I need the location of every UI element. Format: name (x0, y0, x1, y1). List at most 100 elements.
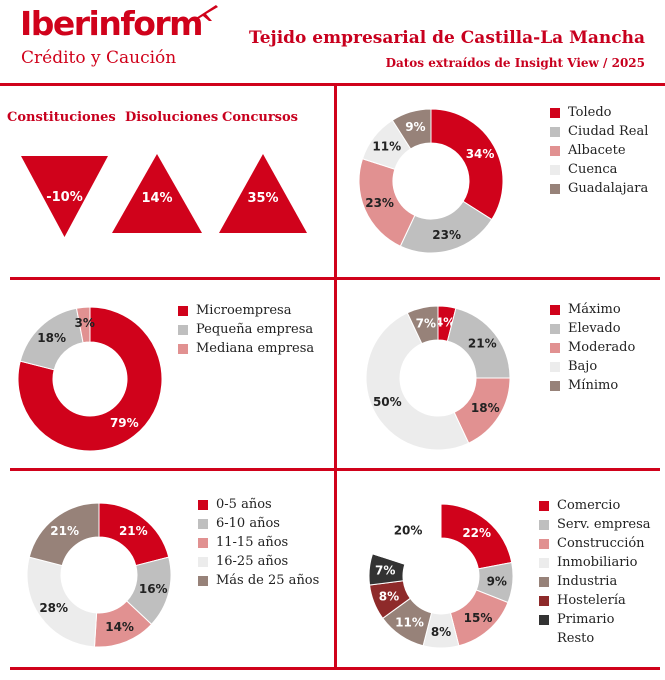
legend-swatch (550, 361, 560, 372)
legend-swatch (550, 107, 560, 118)
legend-swatch (539, 519, 549, 530)
report-header: Iberinform Crédito y Caución Tejido empr… (0, 0, 665, 80)
province-legend: Toledo Ciudad Real Albacete Cuenca Guadalaja… (550, 103, 648, 198)
report-title: Tejido empresarial de Castilla-La Mancha (249, 28, 645, 48)
legend-item: 6-10 años (198, 514, 319, 533)
slice-value-label: 23% (432, 228, 461, 242)
legend-label: 16-25 años (216, 554, 289, 569)
legend-swatch (550, 304, 560, 315)
province-panel: 34% 23% 23% 11% 9% Toledo Ciudad Real Albacete… (337, 86, 665, 277)
legend-label: 0-5 años (216, 497, 272, 512)
donut-slice-3 (75, 306, 91, 344)
slice-value-label: 15% (464, 611, 493, 625)
report-subtitle: Datos extraídos de Insight View / 2025 (385, 56, 645, 70)
indicator-label: Disoluciones (125, 110, 219, 125)
legend-label: Más de 25 años (216, 573, 320, 588)
legend-swatch (198, 537, 208, 548)
slice-value-label: 79% (110, 416, 139, 430)
age-donut: 21% 16% 14% 28% 21% (26, 502, 172, 648)
slice-value-label: 9% (405, 120, 425, 134)
legend-item: Pequeña empresa (178, 320, 314, 339)
slice-value-label: 11% (372, 140, 401, 154)
legend-item: Serv. empresa (539, 515, 651, 534)
risk-panel: 4% 21% 18% 50% 7% Máximo Elevado Moderado Bajo M… (337, 280, 665, 468)
legend-swatch (550, 342, 560, 353)
legend-item: Ciudad Real (550, 122, 648, 141)
slice-value-label: 28% (39, 601, 68, 615)
donut-slice-4 (365, 312, 470, 451)
legend-swatch (539, 634, 549, 644)
donut-slice-1 (17, 306, 163, 452)
legend-swatch (198, 518, 208, 529)
legend-swatch (178, 305, 188, 316)
slice-value-label: 23% (365, 196, 394, 210)
legend-label: Mediana empresa (196, 341, 315, 356)
legend-swatch (539, 538, 549, 549)
legend-label: Mínimo (568, 378, 619, 393)
legend-item: Cuenca (550, 160, 648, 179)
indicators-chart: -10% 14% 35% (21, 154, 307, 237)
legend-swatch (550, 380, 560, 391)
legend-item: Bajo (550, 357, 635, 376)
legend-label: Moderado (568, 340, 636, 355)
legend-item: 0-5 años (198, 495, 319, 514)
legend-item: Moderado (550, 338, 635, 357)
slice-value-label: 9% (487, 574, 507, 588)
legend-label: 6-10 años (216, 516, 280, 531)
indicator-label: Concursos (222, 110, 298, 125)
legend-item: Toledo (550, 103, 648, 122)
size-donut: 79% 18% 3% (17, 306, 163, 452)
age-panel: 21% 16% 14% 28% 21% 0-5 años 6-10 años 11-15 a… (0, 471, 334, 667)
legend-label: Albacete (568, 143, 626, 158)
indicator-value: 35% (247, 191, 278, 206)
slice-value-label: 21% (468, 337, 497, 351)
slice-value-label: 14% (105, 620, 134, 634)
brand-tagline: Crédito y Caución (21, 48, 177, 68)
donut-slice-8 (371, 503, 442, 565)
legend-label: Construcción (557, 536, 645, 551)
legend-item: Guadalajara (550, 179, 648, 198)
legend-swatch (539, 595, 549, 606)
legend-item: Máximo (550, 300, 635, 319)
age-legend: 0-5 años 6-10 años 11-15 años 16-25 años Más… (198, 495, 319, 590)
slice-value-label: 8% (431, 625, 451, 639)
legend-label: Guadalajara (568, 181, 649, 196)
legend-swatch (550, 183, 560, 194)
indicator-value: 14% (141, 191, 172, 206)
legend-item: Primario (539, 610, 651, 629)
legend-label: Resto (557, 631, 595, 646)
legend-swatch (178, 343, 188, 354)
donut-slice-5 (406, 305, 439, 345)
legend-label: Toledo (568, 105, 612, 120)
donut-slice-5 (391, 108, 432, 150)
legend-swatch (198, 499, 208, 510)
size-legend: Microempresa Pequeña empresa Mediana empre… (178, 301, 314, 358)
legend-label: Inmobiliario (557, 555, 638, 570)
legend-swatch (550, 323, 560, 334)
legend-label: Bajo (568, 359, 598, 374)
legend-label: Pequeña empresa (196, 322, 314, 337)
legend-swatch (198, 556, 208, 567)
slice-value-label: 34% (466, 147, 495, 161)
rule-bottom (10, 667, 660, 670)
slice-value-label: 7% (375, 564, 395, 578)
slice-value-label: 8% (379, 590, 399, 604)
triangle-up-marker (219, 154, 307, 233)
slice-value-label: 7% (416, 316, 436, 330)
legend-item: Comercio (539, 496, 651, 515)
rule-top (0, 83, 665, 86)
slice-value-label: 4% (435, 315, 455, 329)
legend-swatch (550, 145, 560, 156)
legend-item: Inmobiliario (539, 553, 651, 572)
legend-item: Hostelería (539, 591, 651, 610)
plane-icon (196, 5, 218, 21)
size-panel: 79% 18% 3% Microempresa Pequeña empresa Medi… (0, 280, 334, 468)
legend-item: 16-25 años (198, 552, 319, 571)
slice-value-label: 11% (395, 615, 424, 629)
legend-label: Máximo (568, 302, 621, 317)
donut-slice-5 (28, 502, 100, 567)
slice-value-label: 20% (394, 524, 423, 538)
slice-value-label: 18% (37, 331, 66, 345)
indicator-label: Constituciones (7, 110, 116, 125)
sector-donut: 22% 9% 15% 8% 11% 8% 7% 20% (368, 503, 514, 649)
